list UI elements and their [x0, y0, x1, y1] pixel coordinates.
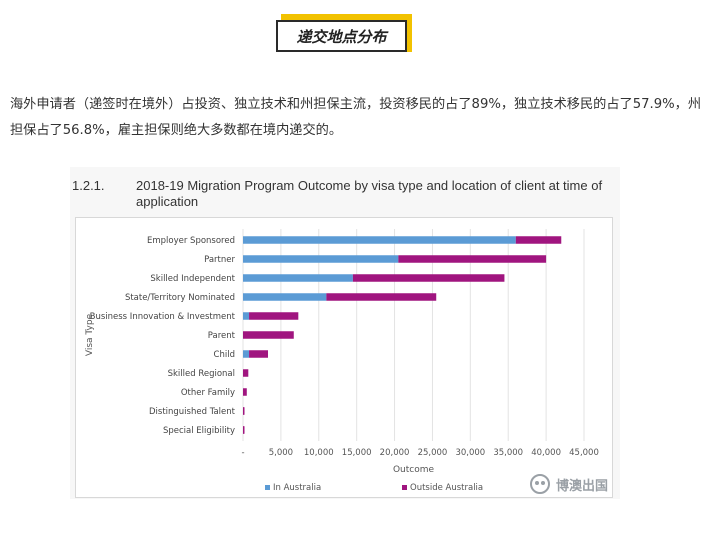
- category-label: Child: [214, 350, 235, 360]
- bar-in-australia: [243, 274, 353, 282]
- category-label: Employer Sponsored: [147, 236, 235, 246]
- y-axis-title: Visa Type: [85, 313, 95, 356]
- bar-outside-australia: [515, 236, 562, 244]
- category-label: Other Family: [181, 388, 235, 398]
- bar-outside-australia: [243, 407, 245, 415]
- x-tick-label: 35,000: [493, 448, 523, 458]
- category-label: Skilled Regional: [168, 369, 235, 379]
- category-label: Skilled Independent: [150, 274, 235, 284]
- x-tick-label: -: [241, 448, 244, 458]
- bar-outside-australia: [243, 331, 294, 339]
- bar-outside-australia: [243, 388, 247, 396]
- badge-frame: 递交地点分布: [276, 20, 407, 52]
- x-axis-title: Outcome: [393, 465, 435, 475]
- bar-outside-australia: [352, 274, 505, 282]
- x-tick-label: 10,000: [304, 448, 334, 458]
- section-title: 递交地点分布: [296, 27, 387, 46]
- x-tick-label: 30,000: [455, 448, 485, 458]
- legend-label: Outside Australia: [410, 483, 483, 493]
- bar-in-australia: [243, 236, 516, 244]
- chart-title: 2018-19 Migration Program Outcome by vis…: [136, 178, 603, 209]
- legend-swatch: [265, 485, 270, 490]
- category-label: Special Eligibility: [163, 426, 235, 436]
- x-tick-label: 15,000: [342, 448, 372, 458]
- bar-in-australia: [243, 350, 250, 358]
- bar-outside-australia: [398, 255, 547, 263]
- category-label: Distinguished Talent: [149, 407, 236, 417]
- category-label: Business Innovation & Investment: [90, 312, 236, 322]
- category-label: State/Territory Nominated: [125, 293, 235, 303]
- x-tick-label: 45,000: [569, 448, 599, 458]
- bar-outside-australia: [243, 426, 245, 434]
- x-tick-label: 40,000: [531, 448, 561, 458]
- legend-label: In Australia: [273, 483, 321, 493]
- watermark-text: 博澳出国: [556, 478, 609, 494]
- bar-outside-australia: [243, 369, 249, 377]
- bar-in-australia: [243, 312, 250, 320]
- bar-outside-australia: [249, 312, 299, 320]
- category-label: Partner: [204, 255, 235, 265]
- legend-swatch: [402, 485, 407, 490]
- bar-outside-australia: [326, 293, 437, 301]
- x-tick-label: 20,000: [380, 448, 410, 458]
- bar-in-australia: [243, 255, 399, 263]
- x-tick-label: 5,000: [269, 448, 293, 458]
- category-label: Parent: [208, 331, 236, 341]
- bar-in-australia: [243, 293, 327, 301]
- x-tick-label: 25,000: [418, 448, 448, 458]
- plot-area-frame: [75, 217, 613, 498]
- watermark: 博澳出国: [530, 474, 608, 494]
- intro-paragraph: 海外申请者（递签时在境外）占投资、独立技术和州担保主流，投资移民的占了89%，独…: [10, 97, 702, 138]
- bar-outside-australia: [249, 350, 269, 358]
- section-badge: 递交地点分布: [276, 14, 414, 54]
- figure-number: 1.2.1.: [72, 178, 105, 193]
- wechat-icon: [530, 474, 550, 494]
